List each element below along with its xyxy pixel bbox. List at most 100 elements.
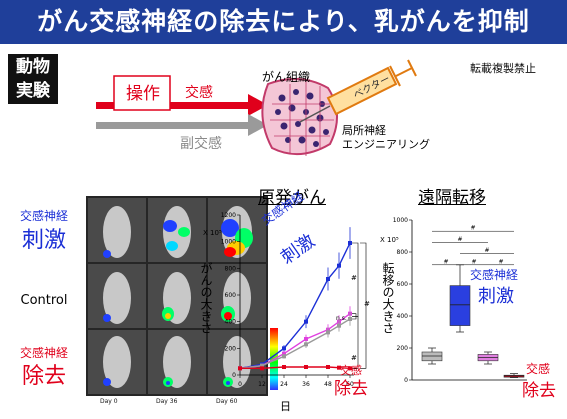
metastasis-stim-label-2: 刺激: [478, 286, 514, 307]
meta-sig-hash: #: [484, 247, 489, 254]
meta-sig-hash: #: [471, 258, 476, 265]
mouse-row-removal: [88, 330, 266, 394]
badge-line1: 動物: [16, 57, 50, 77]
primary-point: [304, 365, 308, 369]
primary-point: [348, 241, 352, 245]
primary-ytick-label: 0: [232, 372, 236, 379]
primary-point: [348, 317, 352, 321]
engineering-line2: エンジニアリング: [342, 138, 430, 151]
control-label: Control: [20, 293, 68, 308]
parasympathetic-arrow-shaft: [96, 122, 250, 129]
primary-point: [326, 330, 330, 335]
meta-ytick-label: 800: [397, 249, 409, 256]
removal-label-line2: 除去: [21, 364, 66, 389]
meta-sig-hash: #: [457, 236, 462, 243]
mouse-row-stimulation: [88, 198, 266, 262]
meta-sig-hash: #: [443, 258, 448, 265]
primary-chart-heading: 原発がん: [258, 188, 326, 208]
primary-point: [304, 342, 308, 347]
removal-label-line1: 交感神経: [19, 346, 68, 360]
primary-ytick-label: 400: [225, 319, 237, 326]
local-nerve-engineering-label: 局所神経 エンジニアリング: [342, 124, 430, 152]
primary-ns-label: n.s.: [336, 315, 347, 322]
primary-point: [260, 366, 264, 371]
primary-series-line-1: [239, 313, 351, 370]
primary-point: [304, 337, 308, 341]
primary-point: [348, 366, 352, 371]
primary-xtick-label: 12: [258, 381, 266, 388]
metastasis-chart-yunit: X 10⁵: [380, 236, 399, 244]
metastasis-chart: 0 200 400 600 800 1000 # # # # # #: [393, 217, 527, 384]
stimulation-label-line2: 刺激: [21, 228, 66, 253]
day-label-36: Day 36: [156, 398, 178, 405]
primary-xtick-label: 24: [280, 381, 288, 388]
primary-xtick-label: 60: [346, 381, 354, 388]
meta-ytick-label: 600: [397, 281, 409, 288]
metastasis-rem-label-1: 交感: [526, 362, 551, 376]
primary-point: [337, 365, 341, 370]
primary-series-line-3: [240, 366, 351, 370]
engineering-line1: 局所神経: [342, 124, 386, 137]
primary-xtick-label: 0: [238, 381, 242, 388]
primary-point: [304, 319, 308, 324]
primary-bracket-3: [352, 316, 359, 369]
metastasis-chart-ylabel: 転移の大きさ: [381, 262, 395, 334]
primary-point: [326, 277, 330, 281]
tumor-tissue-label: がん組織: [262, 70, 311, 84]
stimulation-label-line1: 交感神経: [19, 209, 68, 223]
primary-ytick-label: 600: [225, 292, 237, 299]
mouse-row-control: [88, 264, 266, 328]
sympathetic-arrow-shaft: [96, 102, 250, 109]
primary-chart-yunit: X 10⁵: [203, 229, 222, 237]
metastasis-stim-label-1: 交感神経: [470, 268, 519, 282]
operation-label: 操作: [126, 84, 160, 104]
tumor-tissue-icon: [261, 77, 338, 156]
sympathetic-label: 交感: [185, 85, 213, 101]
meta-ytick-label: 400: [397, 313, 409, 320]
primary-hash-2: #: [364, 300, 370, 308]
primary-point: [282, 354, 286, 359]
primary-point: [282, 365, 286, 369]
page-title: がん交感神経の除去により、乳がんを抑制: [0, 0, 567, 44]
primary-tumor-chart: 0 200 400 600 800 1000 1200 0 12 24 36 48 60: [221, 212, 367, 388]
primary-chart-ylabel: がんの大きさ: [199, 262, 213, 334]
operation-box: [113, 75, 171, 111]
primary-rem-label-2: 除去: [334, 379, 368, 399]
primary-ytick-label: 1200: [221, 212, 236, 219]
primary-ytick-label: 800: [225, 265, 237, 272]
experiment-badge: 動物 実験: [8, 54, 58, 104]
primary-ytick-label: 1000: [221, 239, 236, 246]
primary-point: [337, 263, 341, 268]
primary-hash-1: #: [351, 274, 357, 282]
meta-sig-hash: #: [498, 258, 503, 265]
primary-point: [260, 363, 264, 368]
mechanism-diagram: [96, 59, 417, 156]
bioluminescence-image-grid: [86, 196, 278, 396]
primary-point: [238, 366, 242, 371]
meta-ytick-label: 0: [404, 377, 408, 384]
vector-syringe-icon: [299, 59, 417, 123]
primary-rem-label-1: 交感: [340, 364, 362, 377]
primary-point: [326, 365, 330, 369]
sympathetic-arrow-head: [248, 94, 268, 116]
primary-chart-xlabel: 日: [280, 400, 291, 413]
primary-point: [282, 351, 286, 356]
metastasis-chart-heading: 遠隔転移: [418, 188, 486, 208]
primary-point: [282, 346, 286, 351]
metastasis-rem-label-2: 除去: [522, 381, 556, 401]
primary-xtick-label: 48: [324, 381, 332, 388]
primary-ytick-label: 200: [225, 345, 237, 352]
copyright-notice: 転載複製禁止: [470, 62, 536, 75]
parasympathetic-label: 副交感: [180, 136, 222, 152]
meta-ytick-label: 1000: [393, 217, 408, 224]
meta-box-1: [449, 285, 471, 326]
badge-line2: 実験: [16, 81, 50, 101]
primary-xtick-label: 36: [302, 381, 310, 388]
primary-hash-3: #: [351, 354, 357, 362]
parasympathetic-arrow-head: [248, 114, 268, 136]
meta-ytick-label: 200: [397, 345, 409, 352]
day-label-0: Day 0: [100, 398, 118, 405]
meta-sig-hash: #: [470, 225, 475, 232]
day-label-60: Day 60: [216, 398, 238, 405]
primary-point: [337, 323, 341, 328]
